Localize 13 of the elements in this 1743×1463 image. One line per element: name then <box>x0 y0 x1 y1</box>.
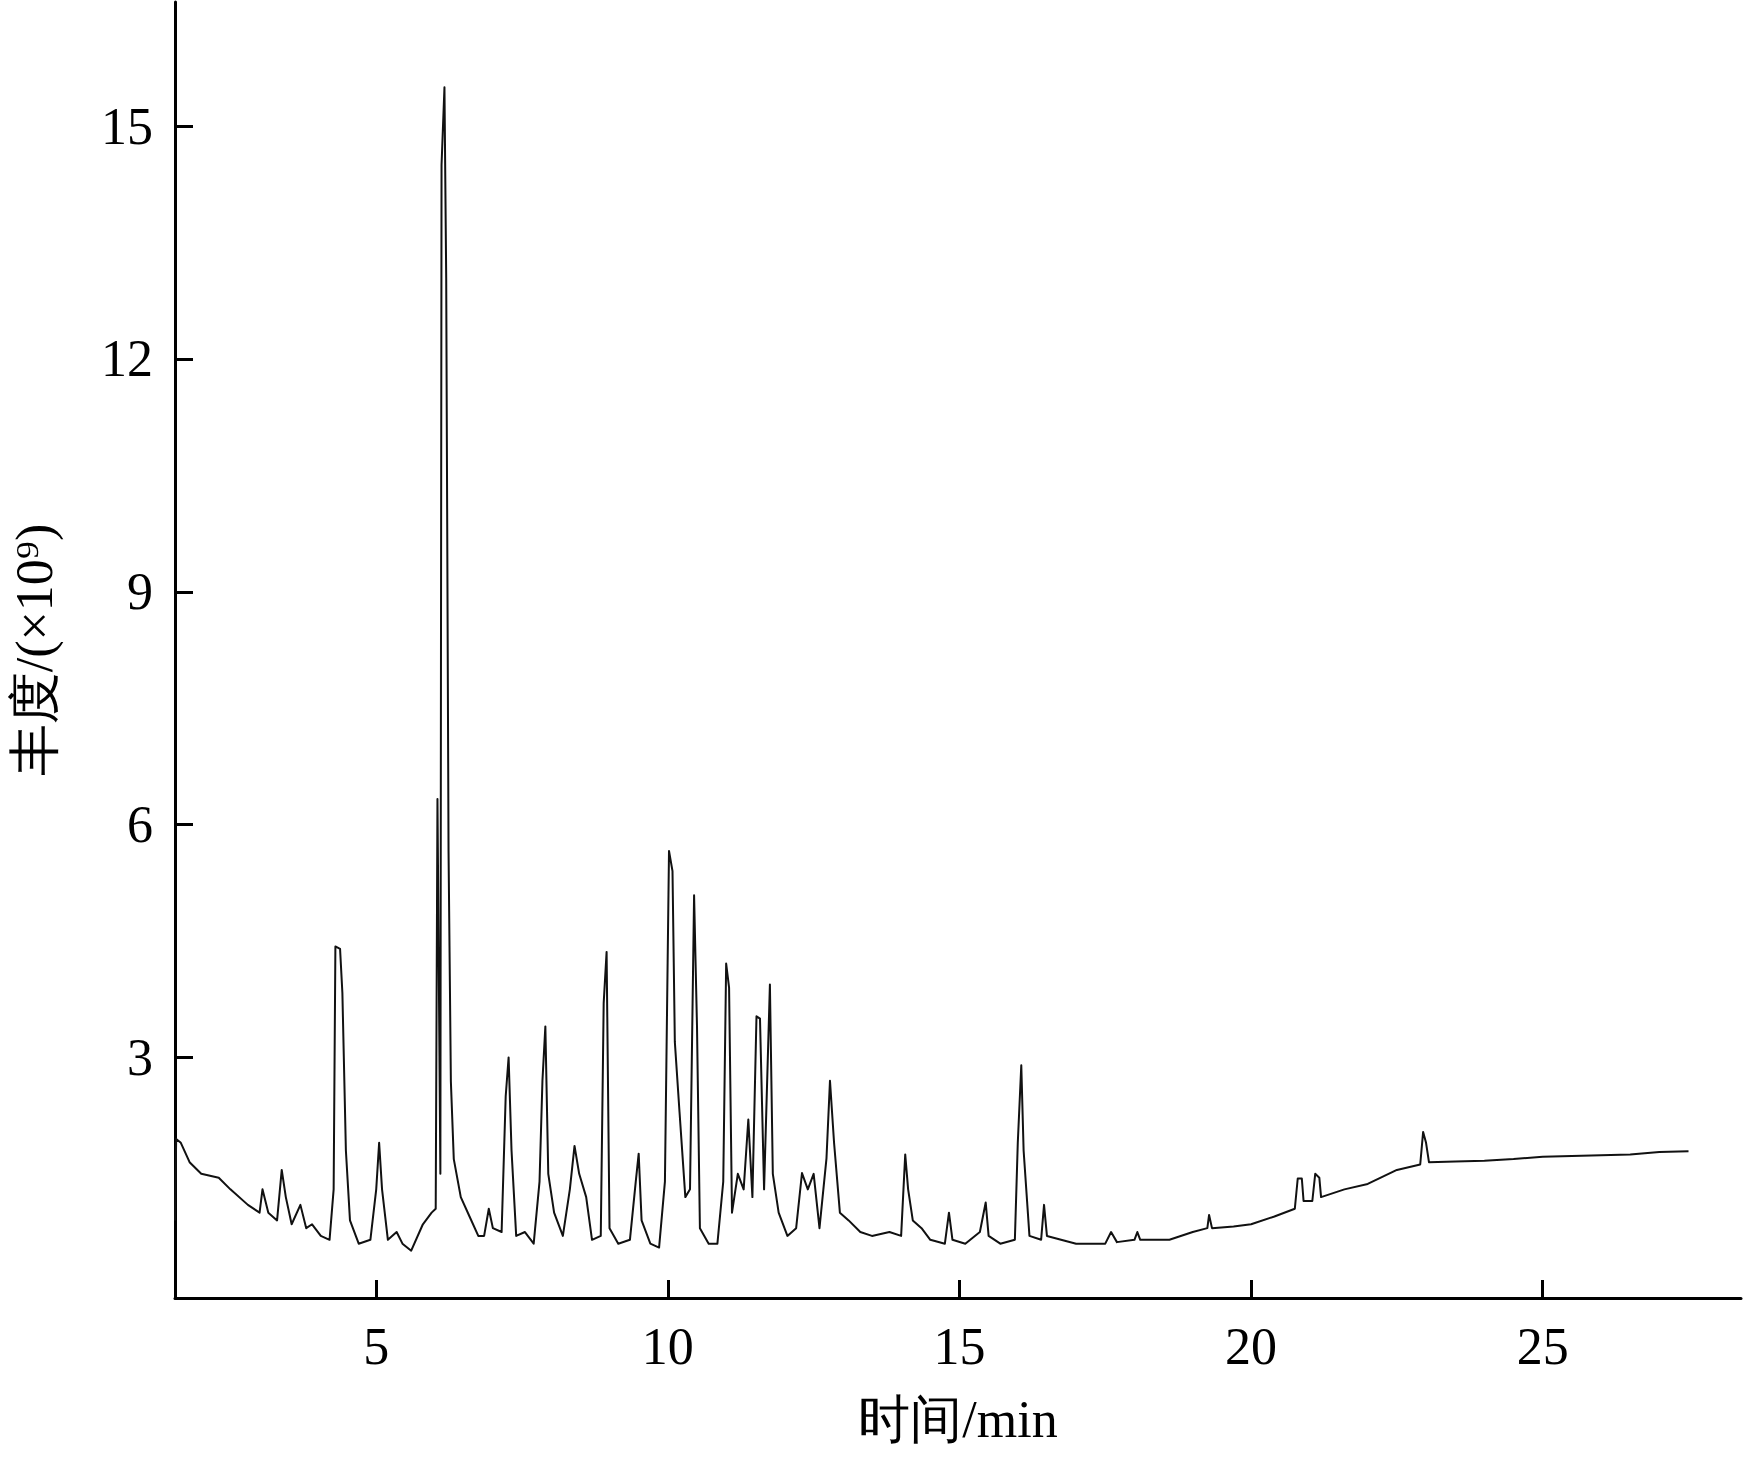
y-tick-label: 6 <box>127 796 153 854</box>
y-tick-label: 15 <box>101 97 153 155</box>
y-axis-title: 丰度/(×10⁹) <box>5 523 64 777</box>
x-tick-label: 15 <box>933 1317 986 1375</box>
x-tick-label: 25 <box>1516 1317 1569 1375</box>
line-series <box>174 86 1690 1252</box>
x-tick-label: 10 <box>641 1317 694 1375</box>
y-tick-label: 3 <box>127 1028 153 1086</box>
x-tick-label: 5 <box>363 1317 390 1375</box>
x-axis-title: 时间/min <box>858 1390 1058 1448</box>
y-tick-label: 9 <box>127 563 153 621</box>
y-tick-label: 12 <box>101 330 153 388</box>
x-tick-label: 20 <box>1225 1317 1278 1375</box>
